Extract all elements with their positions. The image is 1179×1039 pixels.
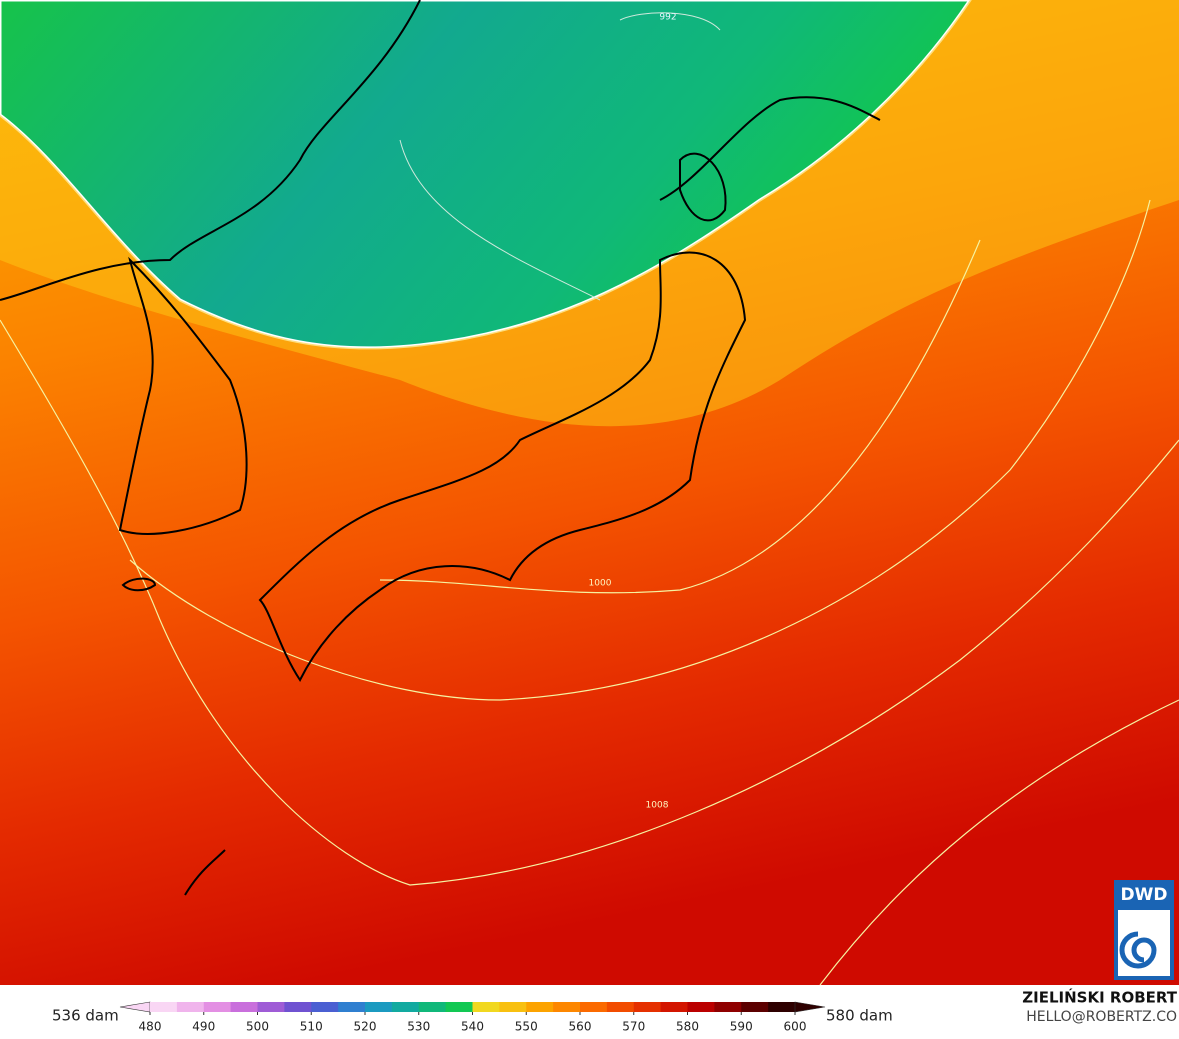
colorbar-segment bbox=[526, 1002, 554, 1012]
colorbar-tick-label: 590 bbox=[730, 1020, 753, 1034]
colorbar-segment bbox=[150, 1002, 178, 1012]
colorbar-segment bbox=[203, 1002, 232, 1012]
colorbar: 536 dam 580 dam 480 490 500 510 520 530 540 550… bbox=[52, 1001, 893, 1034]
logo-text: DWD bbox=[1121, 885, 1168, 905]
colorbar-tick-label: 490 bbox=[192, 1020, 215, 1034]
colorbar-segment bbox=[580, 1002, 608, 1012]
colorbar-tick-label: 570 bbox=[622, 1020, 645, 1034]
colorbar-segment bbox=[606, 1002, 635, 1012]
colorbar-segment bbox=[418, 1002, 447, 1012]
colorbar-segment bbox=[741, 1002, 769, 1012]
contour-label: 992 bbox=[659, 13, 676, 23]
colorbar-segment bbox=[553, 1002, 581, 1012]
colorbar-tick-label: 540 bbox=[461, 1020, 484, 1034]
isobars-north bbox=[399, 12, 721, 301]
colorbar-end bbox=[119, 1001, 151, 1013]
colorbar-tick-label: 500 bbox=[246, 1020, 269, 1034]
colorbar-tick-label: 580 bbox=[676, 1020, 699, 1034]
yellow-band bbox=[0, 0, 1179, 427]
colorbar-max-label: 580 dam bbox=[826, 1007, 893, 1025]
contour-label: 1008 bbox=[646, 801, 669, 811]
colorbar-segment bbox=[633, 1002, 662, 1012]
colorbar-segment bbox=[768, 1002, 796, 1012]
colorbar-segment bbox=[176, 1002, 205, 1012]
colorbar-segment bbox=[499, 1002, 527, 1012]
colorbar-tick-label: 600 bbox=[784, 1020, 807, 1034]
colorbar-end bbox=[794, 1001, 826, 1013]
colorbar-segment bbox=[257, 1002, 285, 1012]
email: HELLO@ROBERTZ.CO bbox=[1026, 1009, 1177, 1025]
colorbar-segment bbox=[445, 1002, 473, 1012]
logo-swirl bbox=[1119, 931, 1157, 969]
isobars bbox=[0, 199, 1179, 986]
colorbar-segment bbox=[311, 1002, 339, 1012]
colorbar-tick-label: 550 bbox=[515, 1020, 538, 1034]
colorbar-segment bbox=[391, 1002, 420, 1012]
low-height-region bbox=[0, 0, 972, 350]
colorbar-segment bbox=[714, 1002, 742, 1012]
colorbar-segment bbox=[284, 1002, 312, 1012]
colorbar-segment bbox=[365, 1002, 393, 1012]
colorbar-segment bbox=[230, 1002, 258, 1012]
colorbar-segment bbox=[687, 1002, 715, 1012]
colorbar-tick-label: 560 bbox=[569, 1020, 592, 1034]
author: ZIELIŃSKI ROBERT bbox=[1022, 988, 1177, 1007]
colorbar-min-label: 536 dam bbox=[52, 1007, 119, 1025]
colorbar-segment bbox=[338, 1002, 366, 1012]
colorbar-segment bbox=[472, 1002, 500, 1012]
map: 992 1000 1008 DWD bbox=[0, 0, 1179, 986]
logo: DWD bbox=[1114, 880, 1174, 980]
colorbar-tick-label: 510 bbox=[300, 1020, 323, 1034]
coastlines bbox=[0, 0, 881, 896]
colorbar-tick-label: 480 bbox=[139, 1020, 162, 1034]
colorbar-tick-label: 520 bbox=[354, 1020, 377, 1034]
contour-label: 1000 bbox=[589, 579, 612, 589]
colorbar-segment bbox=[660, 1002, 688, 1012]
colorbar-tick-label: 530 bbox=[407, 1020, 430, 1034]
